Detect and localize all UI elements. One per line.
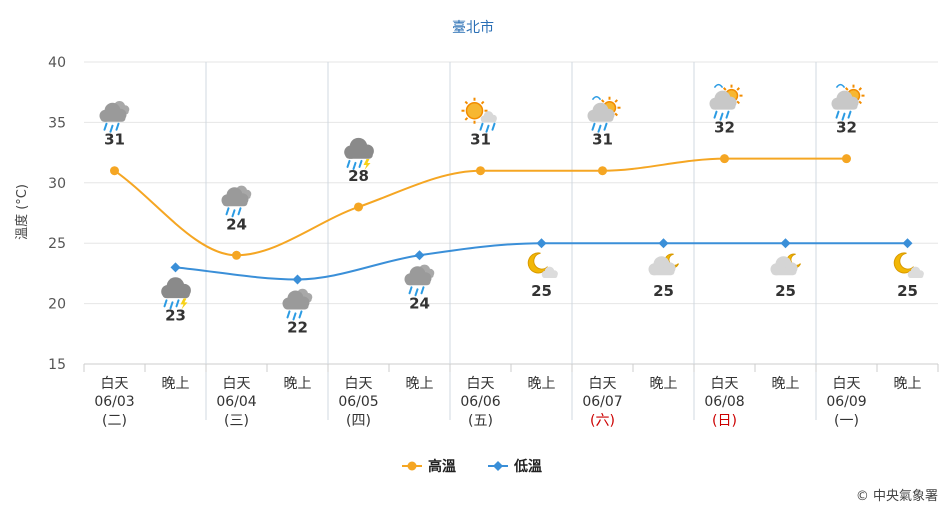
data-point[interactable] <box>720 154 729 164</box>
x-tick-date: 06/09 <box>826 394 866 410</box>
x-tick-period: 白天 <box>223 376 251 392</box>
data-point[interactable] <box>354 202 363 212</box>
partly-cloudy-rain-icon <box>831 83 865 121</box>
x-tick-date: 06/07 <box>582 394 622 410</box>
x-tick-weekday: (四) <box>346 413 371 429</box>
y-tick-label: 35 <box>48 115 66 131</box>
data-point[interactable] <box>658 238 669 249</box>
partly-cloudy-rain-icon <box>709 83 743 121</box>
x-tick-period: 白天 <box>101 376 129 392</box>
data-label: 32 <box>714 119 735 137</box>
data-label: 25 <box>897 282 918 300</box>
data-point[interactable] <box>232 250 241 260</box>
data-label: 31 <box>104 131 125 149</box>
moon-cloud-icon <box>893 252 924 278</box>
data-label: 32 <box>836 119 857 137</box>
cloud-moon-icon <box>648 253 679 276</box>
x-tick-weekday: (五) <box>468 413 493 429</box>
data-label: 25 <box>531 282 552 300</box>
legend-item-1[interactable]: 低溫 <box>488 458 542 475</box>
cloudy-rain-icon <box>404 264 435 297</box>
data-points <box>110 154 913 285</box>
x-tick-period: 晚上 <box>650 376 678 392</box>
x-tick-date: 06/08 <box>704 394 744 410</box>
sunny-cloudy-rain-icon <box>461 97 497 133</box>
data-point[interactable] <box>414 250 425 261</box>
cloudy-rain-icon <box>282 288 313 321</box>
data-point[interactable] <box>170 262 181 273</box>
data-point[interactable] <box>292 274 303 285</box>
moon-cloud-icon <box>527 252 558 278</box>
thunder-rain-icon <box>344 137 374 170</box>
cloudy-rain-icon <box>99 101 130 133</box>
x-tick-date: 06/05 <box>338 394 378 410</box>
grid <box>84 61 938 420</box>
y-axis-label: 溫度 (°C) <box>14 184 30 240</box>
series-line-1 <box>175 242 908 281</box>
thunder-rain-icon <box>161 277 191 310</box>
cloud-moon-icon <box>770 253 801 276</box>
data-point[interactable] <box>110 166 119 176</box>
x-tick-period: 晚上 <box>772 376 800 392</box>
data-label: 28 <box>348 167 369 185</box>
x-tick-period: 白天 <box>467 376 495 392</box>
y-tick-label: 40 <box>48 55 66 71</box>
x-tick-weekday: (日) <box>712 413 737 429</box>
legend-label: 低溫 <box>513 458 542 475</box>
data-label: 25 <box>775 282 796 300</box>
credit-text: © 中央氣象署 <box>856 489 938 504</box>
data-label: 25 <box>653 282 674 300</box>
data-label: 23 <box>165 306 186 324</box>
legend-label: 高溫 <box>428 458 456 475</box>
y-tick-label: 25 <box>48 236 66 252</box>
data-point[interactable] <box>902 238 913 249</box>
x-tick-weekday: (六) <box>590 413 615 429</box>
cloudy-rain-icon <box>221 185 252 218</box>
x-tick-date: 06/03 <box>94 394 134 410</box>
x-tick-weekday: (三) <box>224 413 249 429</box>
data-label: 31 <box>470 131 491 149</box>
x-tick-date: 06/04 <box>216 394 256 410</box>
x-tick-period: 白天 <box>345 376 373 392</box>
weather-icons <box>99 83 924 321</box>
x-tick-period: 晚上 <box>894 376 922 392</box>
y-tick-label: 30 <box>48 176 66 192</box>
data-point[interactable] <box>536 238 547 249</box>
data-point[interactable] <box>842 154 851 164</box>
x-tick-weekday: (二) <box>102 413 127 429</box>
x-tick-period: 白天 <box>833 376 861 392</box>
chart-title: 臺北市 <box>452 19 494 36</box>
axes: 15 20 25 30 35 40 白天 06/03 (二) 晚上 白天 06/04 (三) 晚上 白天 06… <box>48 55 939 429</box>
data-label: 31 <box>592 131 613 149</box>
partly-cloudy-rain-icon <box>587 95 621 133</box>
x-tick-period: 晚上 <box>284 376 312 392</box>
y-tick-label: 20 <box>48 297 66 313</box>
data-point[interactable] <box>476 166 485 176</box>
x-tick-date: 06/06 <box>460 394 500 410</box>
data-labels: 31 24 28 31 31 32 32 23 22 24 25 25 25 25 <box>104 119 918 337</box>
x-tick-weekday: (一) <box>834 413 859 429</box>
x-tick-period: 晚上 <box>528 376 556 392</box>
data-label: 24 <box>409 294 430 312</box>
x-tick-period: 晚上 <box>406 376 434 392</box>
x-tick-period: 白天 <box>589 376 617 392</box>
y-tick-label: 15 <box>48 357 66 373</box>
data-label: 22 <box>287 318 308 336</box>
legend[interactable]: 高溫 低溫 <box>402 458 542 475</box>
data-label: 24 <box>226 215 247 233</box>
data-point[interactable] <box>598 166 607 176</box>
data-point[interactable] <box>780 238 791 249</box>
legend-item-0[interactable]: 高溫 <box>402 458 456 475</box>
x-tick-period: 晚上 <box>162 376 190 392</box>
x-tick-period: 白天 <box>711 376 739 392</box>
